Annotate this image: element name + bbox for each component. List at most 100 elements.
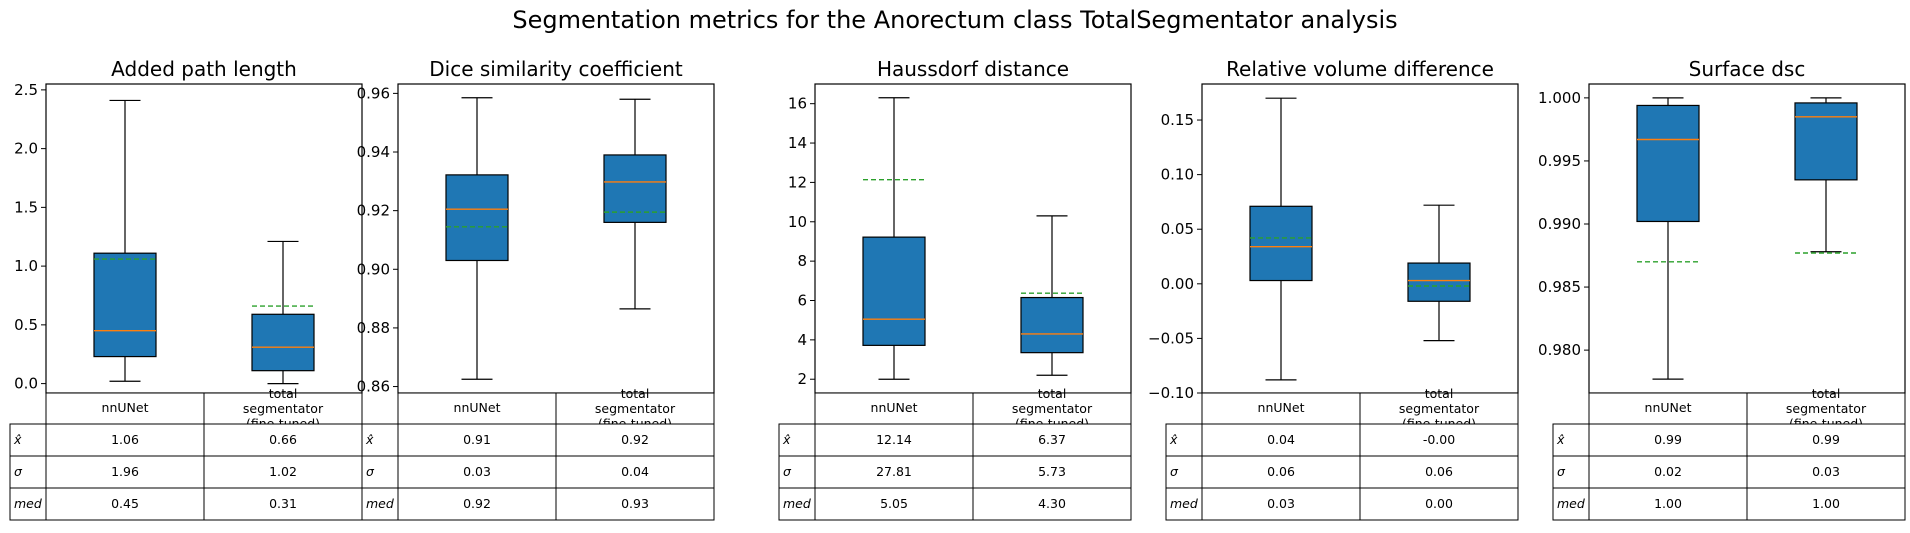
table-row-label: σ (366, 464, 375, 479)
box-iqr (1407, 262, 1471, 302)
box-2 (603, 98, 667, 310)
table-col-label: total (1812, 386, 1841, 401)
table-cell-value: 0.92 (621, 432, 649, 447)
table-cell (203, 423, 363, 457)
y-tick-label: 0.10 (1161, 166, 1194, 184)
y-tick-label: 0.990 (1538, 215, 1581, 233)
stats-table: nnUNettotalsegmentator(fine-tuned)x̂0.99… (1552, 386, 1906, 521)
table-cell-value: 0.00 (1425, 496, 1453, 511)
box-1 (93, 99, 157, 382)
y-tick-label: 14 (788, 134, 807, 152)
subplot-title: Added path length (111, 57, 297, 81)
table-cell-value: 6.37 (1038, 432, 1066, 447)
y-tick-label: 6 (797, 291, 807, 309)
subplot-5: Surface dsc 0.980 0.985 0.990 0.995 1.000 nnUN… (1538, 57, 1906, 521)
y-tick-label: 0.00 (1161, 275, 1194, 293)
subplot-3: Haussdorf distance 2 4 6 8 10 12 14 16 nnUNet tota… (778, 57, 1132, 521)
y-tick-label: 8 (797, 252, 807, 270)
y-tick-label: 16 (788, 95, 807, 113)
table-cell-value: 0.31 (269, 496, 297, 511)
y-tick-label: 0.90 (357, 260, 390, 278)
table-col-label: nnUNet (1645, 400, 1692, 415)
box-iqr (1020, 296, 1084, 354)
table-cell-value: 0.66 (269, 432, 297, 447)
table-row-label: σ (783, 464, 792, 479)
table-row-label: σ (1557, 464, 1566, 479)
table-cell-value: 0.03 (463, 464, 491, 479)
table-cell (1359, 423, 1519, 457)
table-row-label: med (14, 496, 42, 511)
y-tick-label: 4 (797, 331, 807, 349)
table-cell-value: 0.03 (1267, 496, 1295, 511)
table-row-label: x̂ (13, 432, 22, 447)
table-row-label-cell (9, 455, 47, 489)
table-cell-value: 0.03 (1812, 464, 1840, 479)
y-tick-label: 0.15 (1161, 111, 1194, 129)
stats-table: nnUNettotalsegmentator(fine-tuned)x̂0.91… (361, 386, 715, 521)
table-header-cell (555, 392, 715, 425)
table-col-label: segmentator (1786, 401, 1867, 416)
table-row-label: med (366, 496, 394, 511)
table-cell (1588, 455, 1748, 489)
box-1 (1636, 97, 1700, 380)
subplot-4: Relative volume difference −0.10 −0.05 0.00… (1148, 57, 1519, 521)
box-iqr (445, 174, 509, 262)
table-cell-value: 0.99 (1654, 432, 1682, 447)
table-cell-value: 1.96 (111, 464, 139, 479)
table-cell-value: 0.99 (1812, 432, 1840, 447)
table-col-label: segmentator (595, 401, 676, 416)
y-tick-label: 0.5 (14, 316, 38, 334)
y-tick-label: 12 (788, 173, 807, 191)
table-cell (45, 423, 205, 457)
y-tick-label: 0.88 (357, 319, 390, 337)
y-tick-label: 10 (788, 213, 807, 231)
y-tick-label: 1.0 (14, 257, 38, 275)
box-1 (1249, 97, 1313, 381)
figure-title: Segmentation metrics for the Anorectum c… (512, 6, 1397, 34)
subplot-title: Haussdorf distance (877, 57, 1069, 81)
table-cell-value: 0.45 (111, 496, 139, 511)
box-1 (862, 97, 926, 380)
table-cell (555, 423, 715, 457)
table-cell-value: 0.93 (621, 496, 649, 511)
box-iqr (1249, 205, 1313, 282)
table-cell (203, 487, 363, 521)
box-2 (1020, 215, 1084, 376)
table-row-label: x̂ (1556, 432, 1565, 447)
y-tick-label: 1.000 (1538, 89, 1581, 107)
y-tick-label: 1.5 (14, 198, 38, 216)
table-cell (555, 455, 715, 489)
table-cell-value: 4.30 (1038, 496, 1066, 511)
table-col-label: nnUNet (454, 400, 501, 415)
box-iqr (251, 313, 315, 372)
y-tick-label: 2 (797, 370, 807, 388)
table-row-label-cell (361, 423, 399, 457)
table-col-label: total (621, 386, 650, 401)
table-col-label: segmentator (1399, 401, 1480, 416)
table-cell-value: 5.73 (1038, 464, 1066, 479)
table-cell (1746, 455, 1906, 489)
table-row-label: med (783, 496, 811, 511)
y-tick-label: 0.985 (1538, 278, 1581, 296)
table-col-label: segmentator (1012, 401, 1093, 416)
y-tick-label: 0.86 (357, 378, 390, 396)
table-cell (397, 455, 557, 489)
subplot-title: Dice similarity coefficient (429, 57, 683, 81)
table-col-label: total (269, 386, 298, 401)
table-col-label: nnUNet (102, 400, 149, 415)
y-tick-label: −0.10 (1148, 384, 1194, 402)
table-cell (1201, 487, 1361, 521)
table-cell (1588, 423, 1748, 457)
table-row-label-cell (9, 487, 47, 521)
table-row-label: med (1170, 496, 1198, 511)
stats-table: nnUNettotalsegmentator(fine-tuned)x̂1.06… (9, 386, 363, 521)
table-cell-value: 1.06 (111, 432, 139, 447)
table-row-label: med (1557, 496, 1585, 511)
table-cell (1746, 487, 1906, 521)
table-cell (1359, 487, 1519, 521)
table-col-label: total (1038, 386, 1067, 401)
table-cell (1201, 455, 1361, 489)
y-tick-label: 0.96 (357, 84, 390, 102)
